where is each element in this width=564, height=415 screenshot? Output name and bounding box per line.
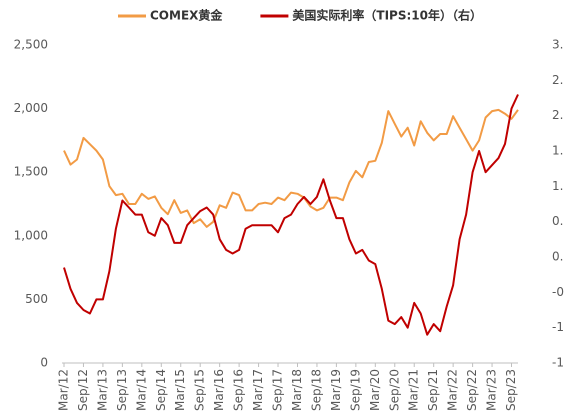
x-tick-label: Sep/17 [271, 369, 285, 411]
x-tick-label: Sep/20 [387, 369, 401, 411]
y2-tick-label: 1.5 [552, 144, 564, 158]
y2-tick-label: 1.0 [552, 179, 564, 193]
x-tick-label: Sep/21 [426, 369, 440, 411]
x-tick-label: Sep/14 [154, 369, 168, 411]
x-tick-label: Mar/22 [446, 369, 460, 411]
x-tick-label: Mar/20 [368, 369, 382, 411]
x-tick-label: Mar/23 [485, 369, 499, 411]
x-tick-label: Mar/15 [173, 369, 187, 411]
x-tick-label: Mar/21 [407, 369, 421, 411]
y2-tick-label: 3.0 [552, 38, 564, 52]
y2-tick-label: -1.5 [552, 356, 564, 370]
x-tick-label: Sep/23 [504, 369, 518, 411]
x-tick-label: Mar/17 [251, 369, 265, 411]
y-tick-label: 1,500 [14, 165, 48, 179]
x-tick-label: Sep/12 [76, 369, 90, 411]
x-tick-label: Mar/13 [95, 369, 109, 411]
series-line [63, 94, 519, 336]
x-tick-label: Mar/16 [212, 369, 226, 411]
y-tick-label: 0 [40, 356, 48, 370]
x-tick-label: Mar/18 [290, 369, 304, 411]
x-tick-label: Sep/18 [309, 369, 323, 411]
y2-tick-label: -0.5 [552, 285, 564, 299]
x-tick-label: Mar/12 [57, 369, 71, 411]
legend-label: COMEX黄金 [150, 8, 223, 23]
legend-label: 美国实际利率（TIPS:10年）（右） [292, 8, 482, 23]
x-tick-label: Sep/13 [115, 369, 129, 411]
x-tick-label: Sep/19 [348, 369, 362, 411]
y-tick-label: 500 [25, 292, 48, 306]
series-line [63, 108, 519, 228]
y2-tick-label: 0.0 [552, 250, 564, 264]
y-tick-label: 2,500 [14, 38, 48, 52]
y-tick-label: 2,000 [14, 101, 48, 115]
y2-tick-label: 0.5 [552, 214, 564, 228]
y2-tick-label: 2.5 [552, 73, 564, 87]
y2-tick-label: -1.0 [552, 320, 564, 334]
x-tick-label: Mar/19 [329, 369, 343, 411]
x-tick-label: Sep/16 [232, 369, 246, 411]
y2-tick-label: 2.0 [552, 108, 564, 122]
y-tick-label: 1,000 [14, 228, 48, 242]
x-tick-label: Sep/15 [193, 369, 207, 411]
x-tick-label: Mar/14 [134, 369, 148, 411]
x-tick-label: Sep/22 [465, 369, 479, 411]
